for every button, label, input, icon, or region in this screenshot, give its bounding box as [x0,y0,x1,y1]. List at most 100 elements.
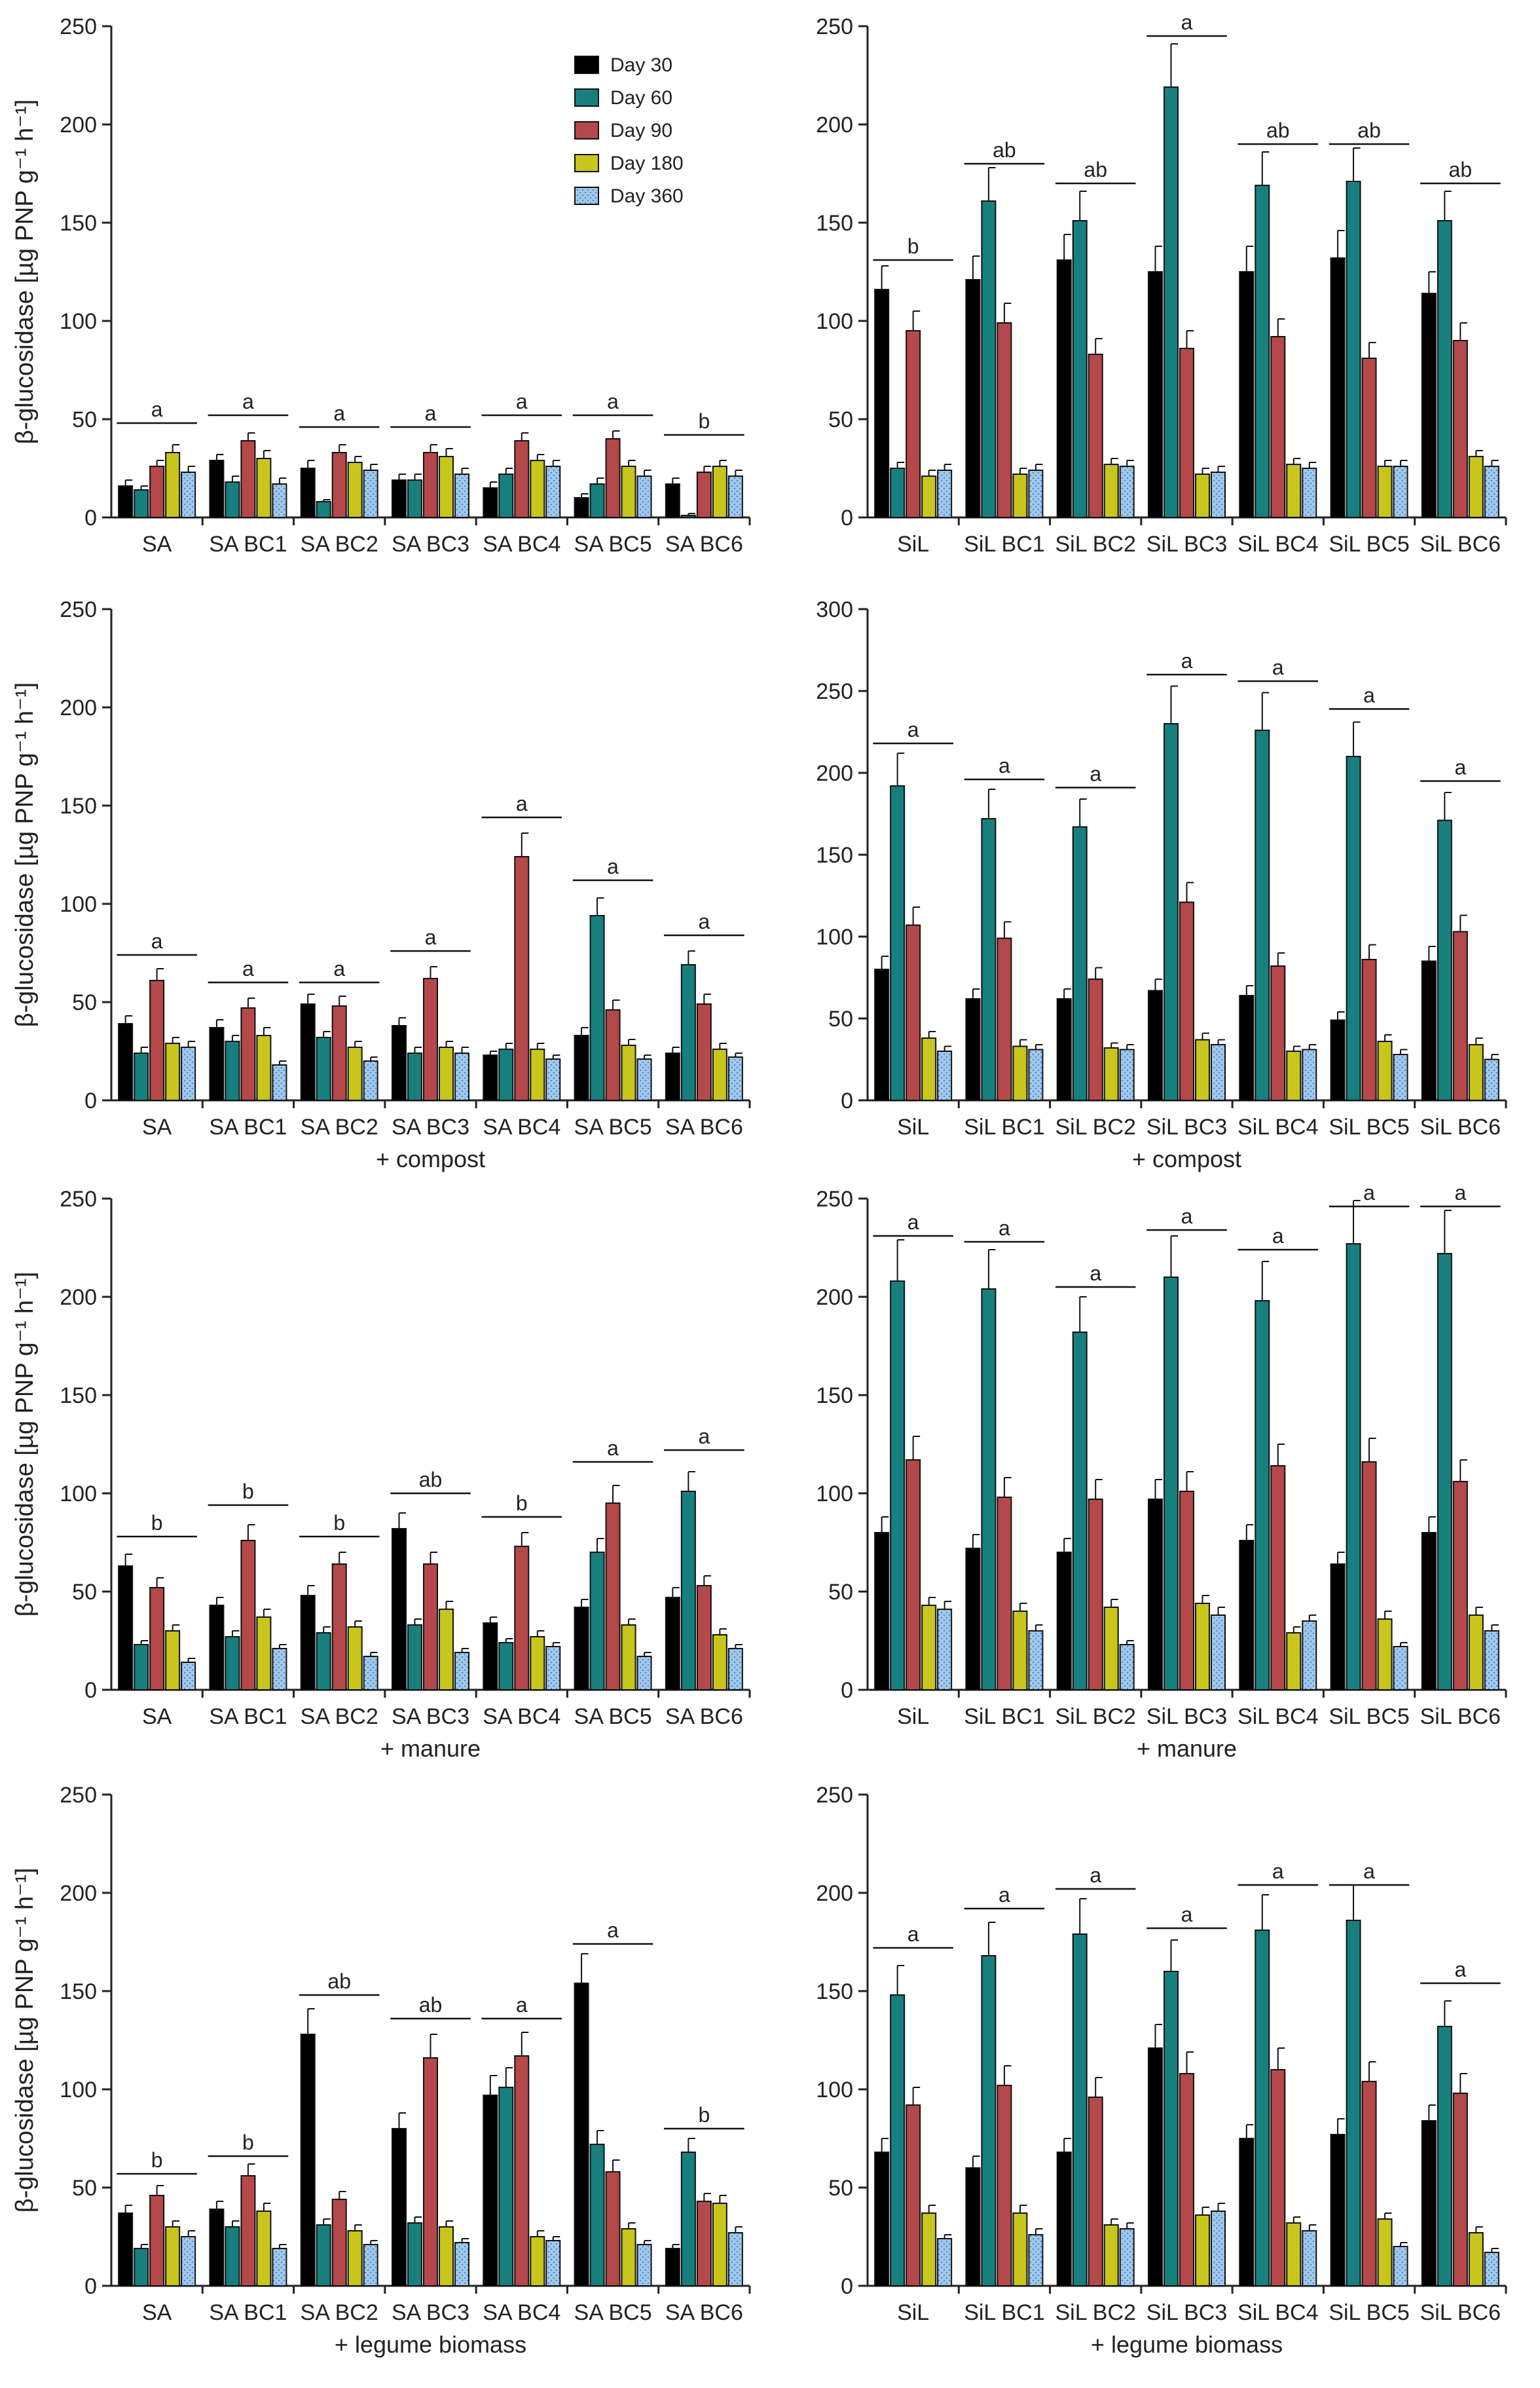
bar [921,1037,937,1101]
bar [605,438,621,518]
significance-letter: ab [419,1468,443,1491]
bar [545,2240,561,2286]
bar [1302,2230,1317,2286]
bar [498,2087,514,2286]
bar [272,1648,287,1690]
bar [997,322,1012,518]
y-axis-label: β-glucosidase [µg PNP g⁻¹ h⁻¹] [11,1272,39,1617]
bar [272,1064,287,1101]
bar [680,1491,696,1690]
bar [181,1047,196,1101]
bar [1239,995,1255,1101]
bar [1072,1332,1088,1690]
bar [937,470,953,518]
y-tick-label: 0 [841,1089,853,1113]
bar [1330,1563,1346,1690]
bar [1103,2224,1119,2286]
bar [1088,979,1103,1101]
x-category-label: SA BC4 [483,1115,560,1140]
bar [981,200,997,518]
bar [1270,965,1286,1101]
bar [225,481,240,518]
bar [1377,466,1393,518]
significance-letter: a [333,401,345,425]
significance-letter: a [1272,1224,1284,1248]
bar [209,460,225,518]
bar [890,468,906,518]
y-tick-label: 0 [841,506,853,531]
significance-letter: b [698,409,710,433]
bar [483,1622,498,1690]
significance-letter: b [516,1491,528,1515]
bar [347,462,363,518]
bar [696,2201,712,2286]
significance-letter: b [333,1511,345,1535]
y-tick-label: 50 [72,407,97,432]
bar [240,2175,256,2286]
bar [347,1047,363,1101]
significance-letter: b [151,2148,163,2172]
bar [1164,723,1179,1101]
x-category-label: SiL BC6 [1420,532,1501,557]
bar [906,2104,921,2286]
bar [1164,1277,1179,1690]
significance-letter: ab [1357,119,1381,142]
bar [316,2224,331,2286]
legend-item-day30: Day 30 [574,54,672,76]
significance-letter: a [1181,649,1193,673]
legend-item-day180: Day 180 [574,153,684,174]
bar [530,460,545,518]
bar [1088,354,1103,518]
bar [1346,756,1361,1101]
bar [392,1528,407,1690]
bar [1179,901,1194,1101]
y-tick-label: 200 [60,1285,97,1310]
bar [181,2236,196,2286]
significance-letter: a [698,1425,710,1448]
y-tick-label: 150 [60,1979,97,2004]
bar [363,470,378,518]
x-category-label: SA BC4 [483,532,560,557]
significance-letter: a [425,925,437,949]
significance-letter: a [908,718,919,741]
bar [256,458,272,518]
bar [363,2244,378,2286]
bar [1119,466,1135,518]
chart-panel-4: 0 50 100 150 200 250 300 SiL SiL BC1 SiL BC2 SiL B… [816,597,1507,1172]
bar [256,2211,272,2286]
bar [1393,1054,1408,1101]
panels: 0 50 100 150 200 250 β-glucosidase [µg PNP g⁻¹… [11,10,1507,2358]
bar [1119,1049,1135,1101]
bar [680,964,696,1101]
legend-label-day360: Day 360 [610,185,684,207]
bar [665,1597,680,1690]
x-category-label: SA BC3 [392,1115,469,1140]
x-category-label: SiL BC6 [1420,2300,1501,2325]
bar [1103,464,1119,518]
legend-swatch-day360 [574,187,599,205]
legend-swatch-day60 [574,88,599,107]
bar [1468,1614,1484,1690]
x-category-label: SA BC5 [574,1704,652,1729]
significance-letter: a [516,390,528,413]
y-tick-label: 150 [60,1383,97,1408]
bar [680,515,696,518]
chart-panel-8: 0 50 100 150 200 250 SiL SiL BC1 SiL BC2 SiL BC3 S… [816,1783,1507,2358]
bar [1484,1630,1499,1690]
x-category-label: SiL BC6 [1420,1115,1501,1140]
y-axis-label: β-glucosidase [µg PNP g⁻¹ h⁻¹] [11,100,39,445]
bar [1012,1045,1028,1101]
bar [165,1630,181,1690]
x-category-label: SA BC2 [301,1115,378,1140]
y-tick-label: 100 [60,2078,97,2102]
bar [1103,1047,1119,1101]
significance-letter: a [999,754,1010,777]
y-tick-label: 200 [60,1881,97,1906]
y-tick-label: 50 [828,1580,853,1605]
y-tick-label: 50 [72,2176,97,2201]
y-tick-label: 150 [60,794,97,819]
bar [621,466,636,518]
significance-letter: a [1181,1204,1193,1228]
bar [1361,959,1377,1101]
bar [118,485,134,518]
